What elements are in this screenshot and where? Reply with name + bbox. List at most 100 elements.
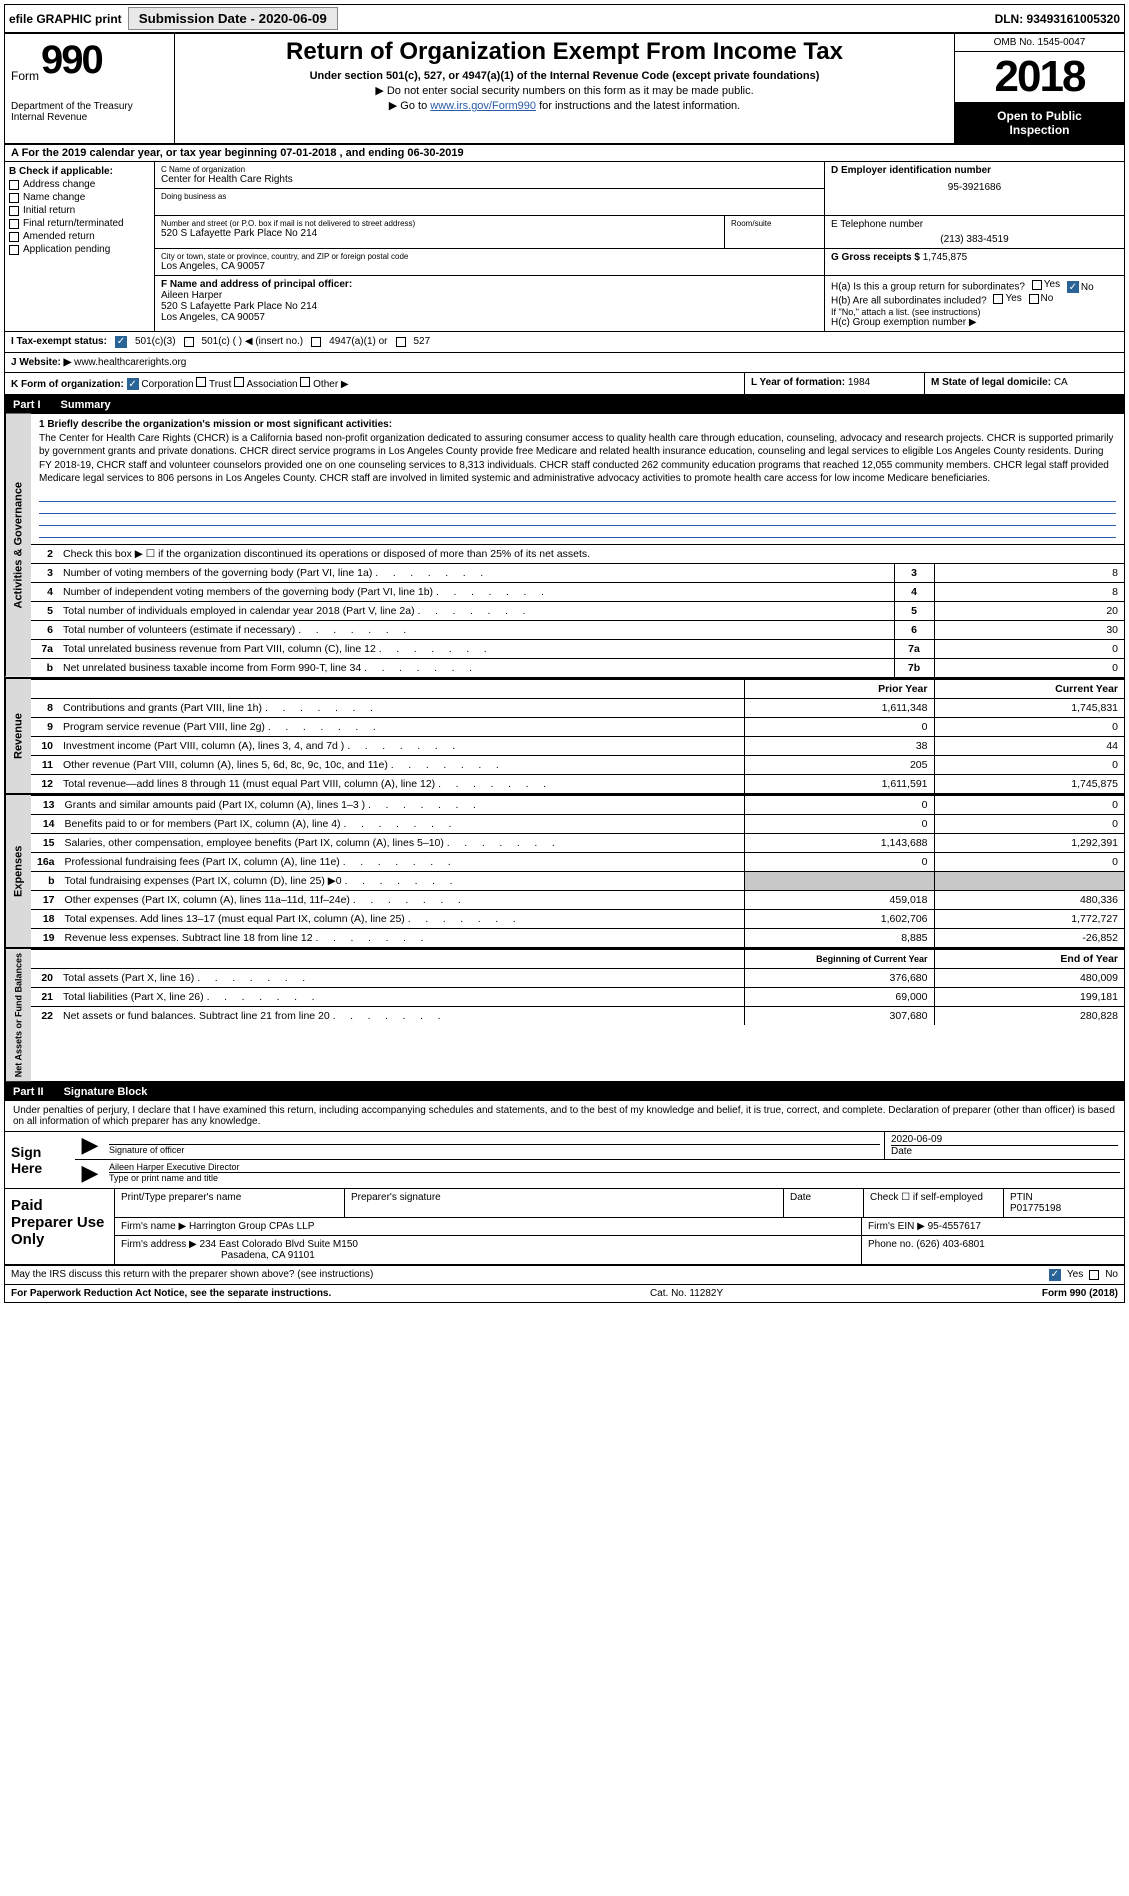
- sign-here-block: Sign Here ▶ Signature of officer 2020-06…: [5, 1132, 1124, 1189]
- cb-corp-checked[interactable]: ✓: [127, 378, 139, 390]
- col-b-label: B Check if applicable:: [9, 166, 150, 177]
- cb-final[interactable]: [9, 219, 19, 229]
- ha-label: H(a) Is this a group return for subordin…: [831, 279, 1118, 293]
- ln3-val: 8: [934, 563, 1124, 582]
- prior-val: [744, 871, 934, 890]
- line-text: Professional fundraising fees (Part IX, …: [59, 852, 744, 871]
- year-formation: 1984: [848, 377, 870, 388]
- blank-hdr2: [31, 949, 744, 968]
- line-num: 19: [31, 928, 59, 947]
- prior-val: 205: [744, 755, 934, 774]
- line-text: Program service revenue (Part VIII, line…: [57, 717, 744, 736]
- end-year-hdr: End of Year: [934, 949, 1124, 968]
- no-label: No: [1081, 282, 1094, 293]
- line-text: Investment income (Part VIII, column (A)…: [57, 736, 744, 755]
- hb-no[interactable]: [1029, 294, 1039, 304]
- ein-label: D Employer identification number: [831, 165, 1118, 176]
- ptin-value: P01775198: [1010, 1203, 1118, 1214]
- prep-selfemp: Check ☐ if self-employed: [864, 1189, 1004, 1217]
- current-val: 1,292,391: [934, 833, 1124, 852]
- part-2-header: Part II Signature Block: [5, 1083, 1124, 1101]
- org-name: Center for Health Care Rights: [161, 174, 818, 185]
- blue-rule: [39, 490, 1116, 502]
- officer-addr2: Los Angeles, CA 90057: [161, 312, 818, 323]
- cb-501c[interactable]: [184, 337, 194, 347]
- section-a-through-h: B Check if applicable: Address change Na…: [5, 162, 1124, 332]
- dept-treasury: Department of the Treasury: [11, 101, 168, 112]
- discuss-yes-checked[interactable]: ✓: [1049, 1269, 1061, 1281]
- line-text: Total liabilities (Part X, line 26): [57, 987, 744, 1006]
- cb-address[interactable]: [9, 180, 19, 190]
- ln7b-num: b: [31, 658, 57, 677]
- current-val: 1,772,727: [934, 909, 1124, 928]
- ha-no-checked[interactable]: ✓: [1067, 281, 1079, 293]
- line-text: Total revenue—add lines 8 through 11 (mu…: [57, 774, 744, 793]
- ln3-text: Number of voting members of the governin…: [57, 563, 894, 582]
- discuss-yes-label: Yes: [1067, 1269, 1083, 1280]
- ln7b-text: Net unrelated business taxable income fr…: [57, 658, 894, 677]
- current-val: 199,181: [934, 987, 1124, 1006]
- cb-assoc[interactable]: [234, 377, 244, 387]
- form-org-label: K Form of organization:: [11, 379, 124, 390]
- line-text: Other revenue (Part VIII, column (A), li…: [57, 755, 744, 774]
- officer-addr1: 520 S Lafayette Park Place No 214: [161, 301, 818, 312]
- ln7a-val: 0: [934, 639, 1124, 658]
- part2-title: Signature Block: [64, 1086, 148, 1098]
- city-label: City or town, state or province, country…: [161, 252, 818, 261]
- prior-val: 459,018: [744, 890, 934, 909]
- ln7b-box: 7b: [894, 658, 934, 677]
- line-text: Total assets (Part X, line 16): [57, 968, 744, 987]
- revenue-table: Prior YearCurrent Year 8 Contributions a…: [31, 679, 1124, 793]
- cb-name[interactable]: [9, 193, 19, 203]
- current-year-hdr: Current Year: [934, 679, 1124, 698]
- prep-name-hdr: Print/Type preparer's name: [115, 1189, 345, 1217]
- expenses-section: Expenses 13 Grants and similar amounts p…: [5, 795, 1124, 947]
- cb-name-label: Name change: [23, 192, 85, 203]
- irs-discuss-q: May the IRS discuss this return with the…: [11, 1269, 373, 1280]
- line-text: Total fundraising expenses (Part IX, col…: [59, 871, 744, 890]
- ha-yes[interactable]: [1032, 280, 1042, 290]
- discuss-no[interactable]: [1089, 1270, 1099, 1280]
- ln7a-text: Total unrelated business revenue from Pa…: [57, 639, 894, 658]
- form-number: 990: [41, 38, 102, 83]
- prep-sig-hdr: Preparer's signature: [345, 1189, 784, 1217]
- ein-value: 95-3921686: [831, 182, 1118, 193]
- prior-val: 0: [744, 717, 934, 736]
- submission-date-button[interactable]: Submission Date - 2020-06-09: [128, 7, 338, 30]
- cb-initial[interactable]: [9, 206, 19, 216]
- prior-val: 0: [744, 852, 934, 871]
- hb-yes[interactable]: [993, 294, 1003, 304]
- cb-application-label: Application pending: [23, 244, 110, 255]
- cb-501c3-checked[interactable]: ✓: [115, 336, 127, 348]
- form-ref: Form 990 (2018): [1042, 1288, 1118, 1299]
- sig-date-value: 2020-06-09: [891, 1134, 1118, 1145]
- opt-assoc: Association: [246, 379, 297, 390]
- vert-expenses: Expenses: [5, 795, 31, 947]
- current-val: 0: [934, 814, 1124, 833]
- firm-addr2: Pasadena, CA 91101: [221, 1250, 315, 1261]
- cb-application[interactable]: [9, 245, 19, 255]
- ln4-text: Number of independent voting members of …: [57, 582, 894, 601]
- ln5-val: 20: [934, 601, 1124, 620]
- website-label: J Website: ▶: [11, 357, 71, 368]
- cb-other[interactable]: [300, 377, 310, 387]
- prior-val: 8,885: [744, 928, 934, 947]
- opt-527: 527: [414, 336, 431, 347]
- form-header: Form 990 Department of the Treasury Inte…: [5, 34, 1124, 145]
- vert-revenue: Revenue: [5, 679, 31, 793]
- ln2-num: 2: [31, 544, 57, 563]
- cb-trust[interactable]: [196, 377, 206, 387]
- cb-4947[interactable]: [311, 337, 321, 347]
- cb-amended[interactable]: [9, 232, 19, 242]
- line-text: Grants and similar amounts paid (Part IX…: [59, 795, 744, 814]
- paid-preparer-label: Paid Preparer Use Only: [5, 1189, 115, 1264]
- print-name-label: Type or print name and title: [109, 1172, 1120, 1183]
- cb-527[interactable]: [396, 337, 406, 347]
- line-num: 13: [31, 795, 59, 814]
- prior-val: 38: [744, 736, 934, 755]
- part-1-header: Part I Summary: [5, 396, 1124, 414]
- opt-501c3: 501(c)(3): [135, 336, 176, 347]
- ln6-text: Total number of volunteers (estimate if …: [57, 620, 894, 639]
- column-c: C Name of organization Center for Health…: [155, 162, 1124, 331]
- irs-link[interactable]: www.irs.gov/Form990: [430, 100, 536, 112]
